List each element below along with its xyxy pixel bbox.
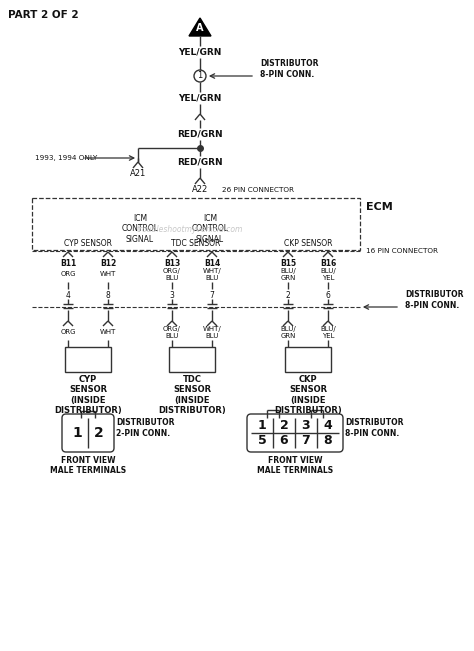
Text: CKP
SENSOR
(INSIDE
DISTRIBUTOR): CKP SENSOR (INSIDE DISTRIBUTOR) <box>274 375 342 415</box>
Text: ICM
CONTROL
SIGNAL: ICM CONTROL SIGNAL <box>191 214 228 244</box>
Text: ECM: ECM <box>366 202 393 212</box>
Text: 2: 2 <box>94 426 104 440</box>
Text: 3: 3 <box>301 419 310 432</box>
Bar <box>32 198 360 250</box>
Text: 1: 1 <box>258 419 266 432</box>
Text: WHT/
BLU: WHT/ BLU <box>202 326 221 339</box>
Text: 4: 4 <box>65 290 71 299</box>
Text: B14: B14 <box>204 260 220 268</box>
Text: ORG/
BLU: ORG/ BLU <box>163 326 181 339</box>
Text: WHT/
BLU: WHT/ BLU <box>202 268 221 281</box>
Text: 26 PIN CONNECTOR: 26 PIN CONNECTOR <box>222 187 294 193</box>
Text: BLU/
GRN: BLU/ GRN <box>280 268 296 281</box>
Text: B11: B11 <box>60 260 76 268</box>
Text: YEL/GRN: YEL/GRN <box>178 94 222 102</box>
Bar <box>169 347 215 372</box>
Text: DISTRIBUTOR
8-PIN CONN.: DISTRIBUTOR 8-PIN CONN. <box>405 290 464 310</box>
Text: B15: B15 <box>280 260 296 268</box>
Text: 6: 6 <box>280 434 288 447</box>
Text: B12: B12 <box>100 260 116 268</box>
Text: BLU/
YEL: BLU/ YEL <box>320 326 336 339</box>
Text: 1: 1 <box>197 72 202 81</box>
Text: A21: A21 <box>130 169 146 178</box>
Text: 3: 3 <box>170 290 174 299</box>
Text: WHT: WHT <box>100 271 116 277</box>
Text: B16: B16 <box>320 260 336 268</box>
Text: 2: 2 <box>280 419 288 432</box>
Text: FRONT VIEW
MALE TERMINALS: FRONT VIEW MALE TERMINALS <box>50 456 126 475</box>
Text: WHT: WHT <box>100 329 116 335</box>
Text: CYP SENSOR: CYP SENSOR <box>64 238 112 247</box>
Text: 16 PIN CONNECTOR: 16 PIN CONNECTOR <box>366 248 438 254</box>
Text: 2: 2 <box>286 290 291 299</box>
Text: DISTRIBUTOR
2-PIN CONN.: DISTRIBUTOR 2-PIN CONN. <box>116 419 174 437</box>
Text: FRONT VIEW
MALE TERMINALS: FRONT VIEW MALE TERMINALS <box>257 456 333 475</box>
Text: ORG: ORG <box>60 271 76 277</box>
Text: 8: 8 <box>106 290 110 299</box>
Text: TDC SENSOR: TDC SENSOR <box>171 238 221 247</box>
Text: A: A <box>196 23 204 33</box>
Text: DISTRIBUTOR
8-PIN CONN.: DISTRIBUTOR 8-PIN CONN. <box>260 59 319 79</box>
Text: YEL/GRN: YEL/GRN <box>178 48 222 57</box>
Text: TDC
SENSOR
(INSIDE
DISTRIBUTOR): TDC SENSOR (INSIDE DISTRIBUTOR) <box>158 375 226 415</box>
Text: 7: 7 <box>210 290 214 299</box>
Polygon shape <box>189 18 211 36</box>
Text: A22: A22 <box>192 186 208 195</box>
Text: B13: B13 <box>164 260 180 268</box>
Text: CKP SENSOR: CKP SENSOR <box>284 238 332 247</box>
Text: ORG/
BLU: ORG/ BLU <box>163 268 181 281</box>
Text: RED/GRN: RED/GRN <box>177 130 223 139</box>
Text: troubleshootmyvehicle.com: troubleshootmyvehicle.com <box>137 225 243 234</box>
Text: 4: 4 <box>324 419 332 432</box>
Bar <box>285 347 331 372</box>
Text: PART 2 OF 2: PART 2 OF 2 <box>8 10 79 20</box>
Text: RED/GRN: RED/GRN <box>177 158 223 167</box>
Text: 6: 6 <box>326 290 330 299</box>
Text: ORG: ORG <box>60 329 76 335</box>
Text: 1: 1 <box>72 426 82 440</box>
Text: CYP
SENSOR
(INSIDE
DISTRIBUTOR): CYP SENSOR (INSIDE DISTRIBUTOR) <box>54 375 122 415</box>
Text: BLU/
YEL: BLU/ YEL <box>320 268 336 281</box>
Text: ICM
CONTROL
SIGNAL: ICM CONTROL SIGNAL <box>121 214 158 244</box>
Text: 5: 5 <box>258 434 266 447</box>
Bar <box>65 347 111 372</box>
Text: 1993, 1994 ONLY: 1993, 1994 ONLY <box>35 155 97 161</box>
Text: 8: 8 <box>324 434 332 447</box>
Text: BLU/
GRN: BLU/ GRN <box>280 326 296 339</box>
Text: DISTRIBUTOR
8-PIN CONN.: DISTRIBUTOR 8-PIN CONN. <box>345 419 403 437</box>
Text: 7: 7 <box>301 434 310 447</box>
